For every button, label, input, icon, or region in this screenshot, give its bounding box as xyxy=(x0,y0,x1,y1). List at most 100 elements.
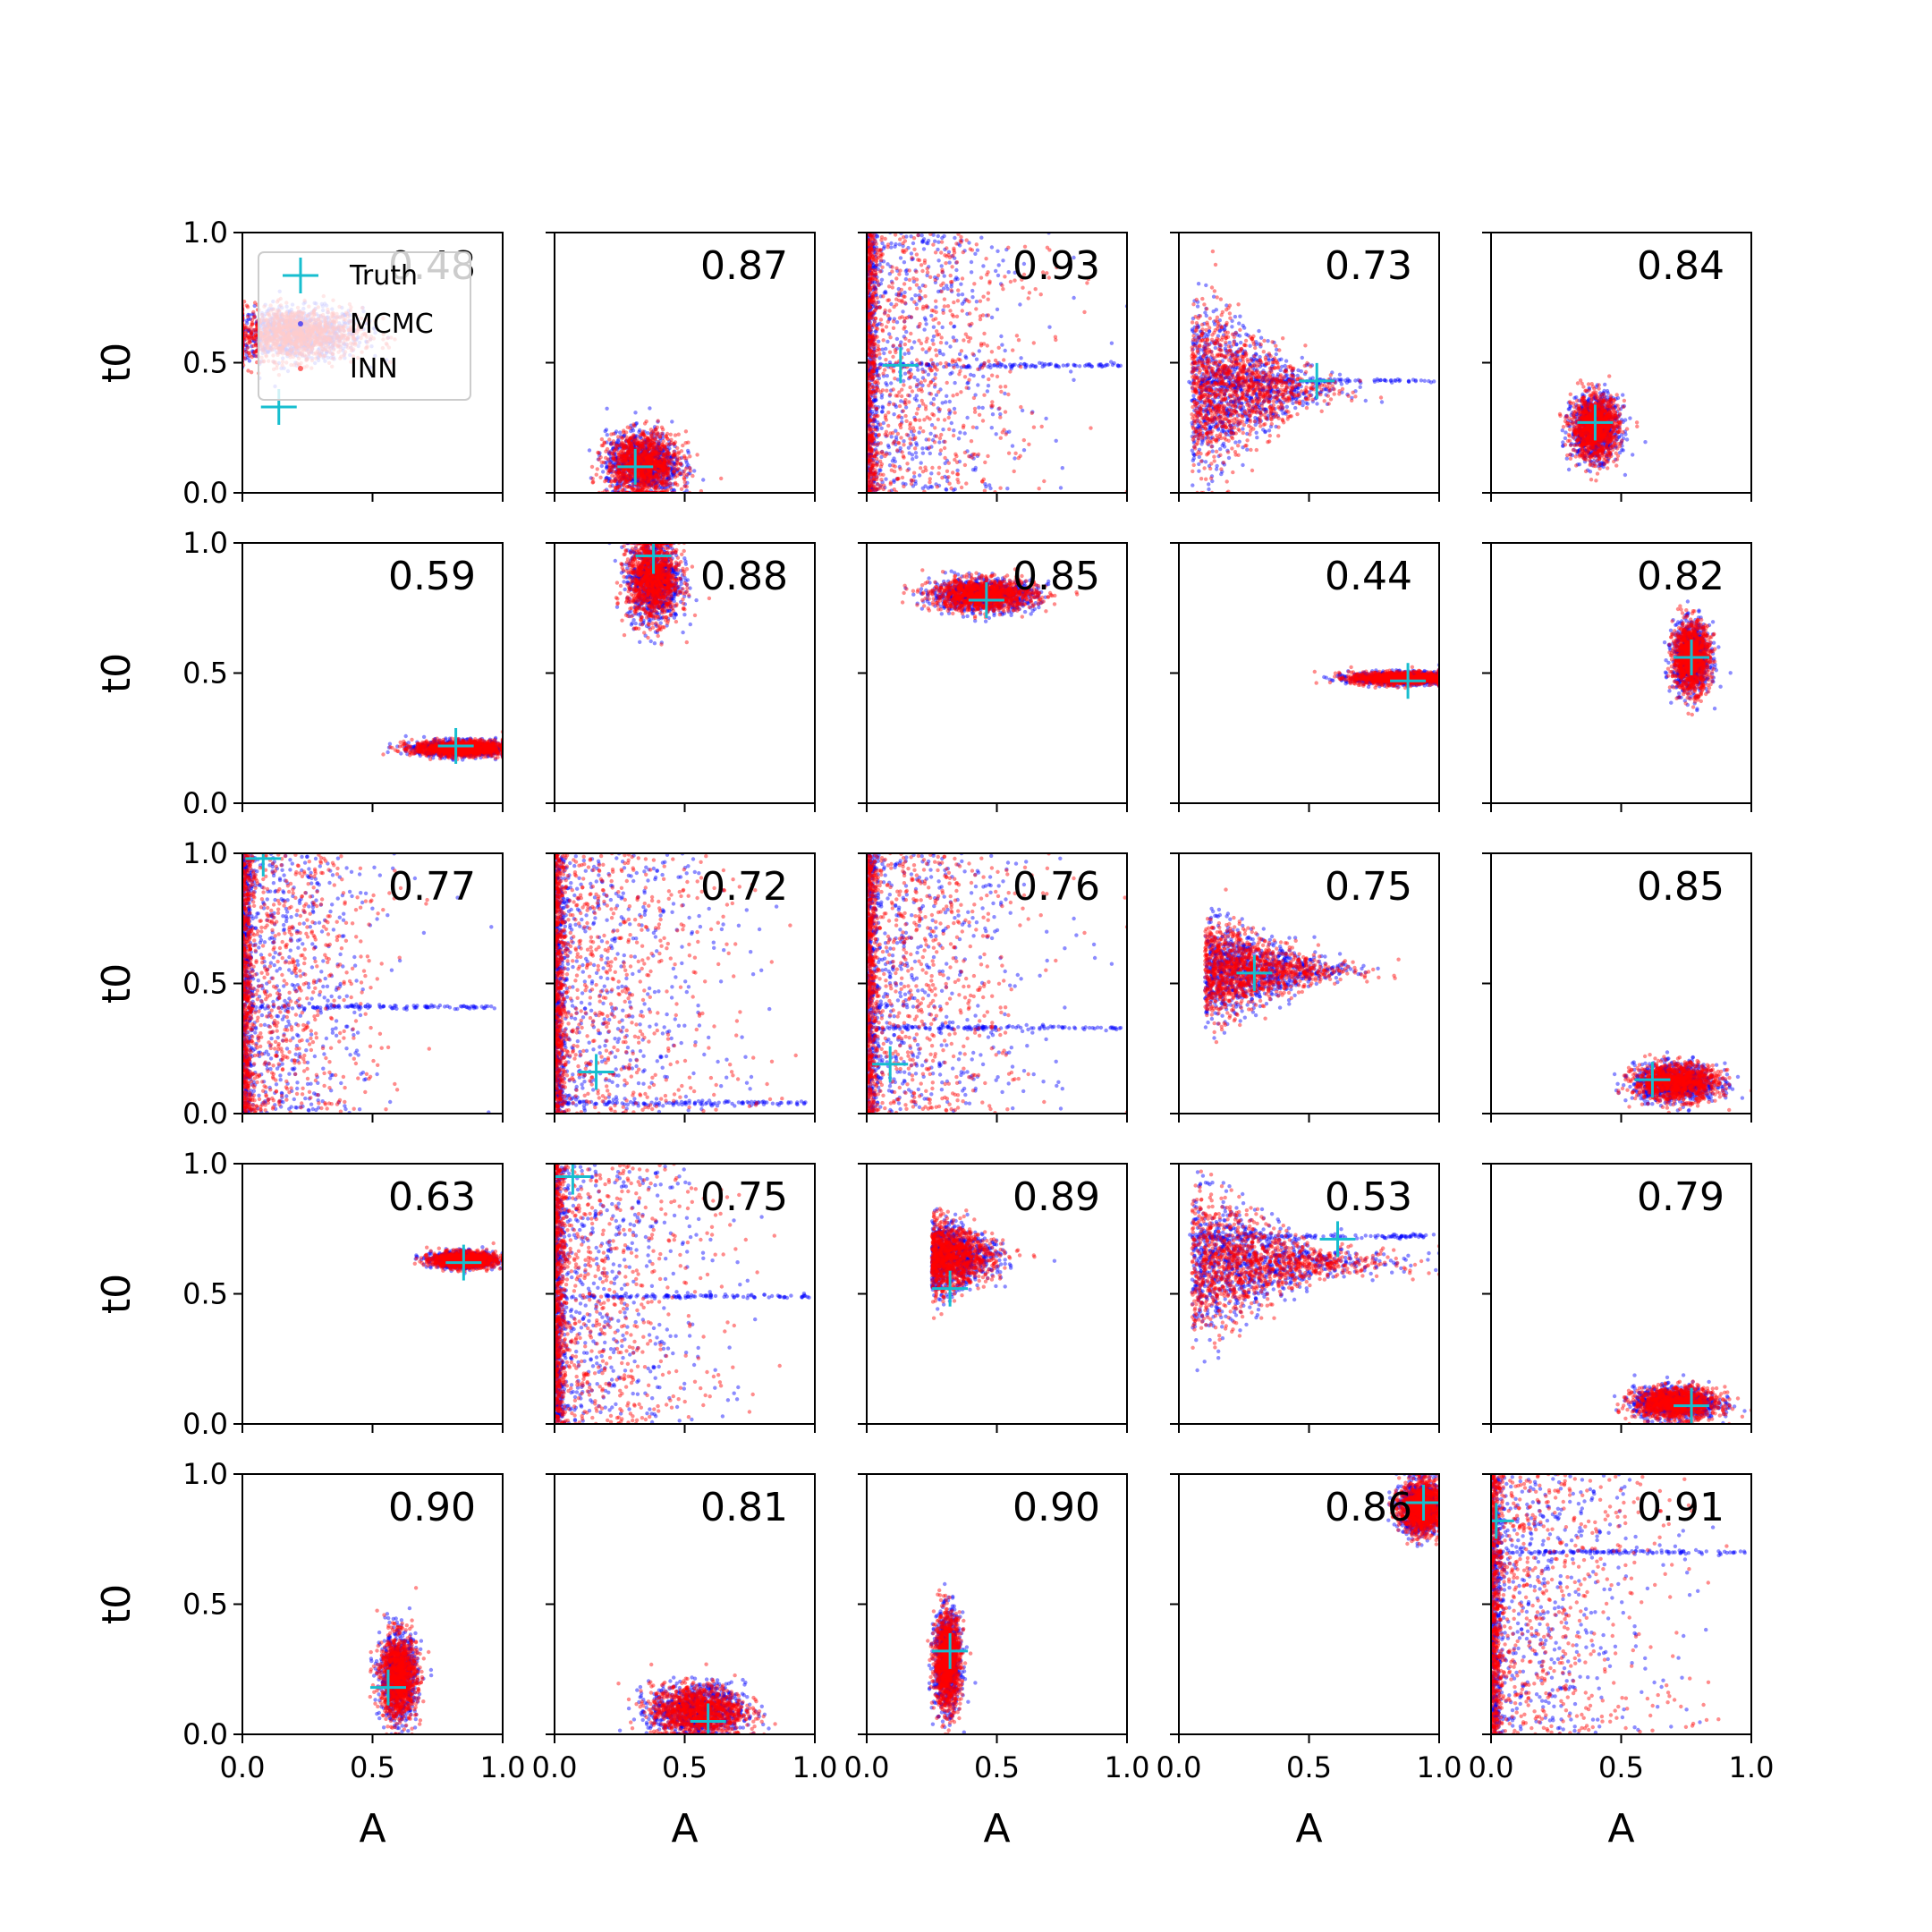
mcmc-point xyxy=(945,341,948,344)
mcmc-point xyxy=(961,292,964,296)
mcmc-point xyxy=(890,435,894,438)
mcmc-point xyxy=(995,432,998,436)
inn-point xyxy=(684,467,688,470)
mcmc-point xyxy=(914,451,918,454)
mcmc-point xyxy=(973,252,977,256)
mcmc-point xyxy=(916,378,919,382)
inn-point xyxy=(595,473,598,477)
mcmc-point xyxy=(930,423,934,427)
mcmc-point xyxy=(932,326,936,329)
mcmc-point xyxy=(605,428,608,431)
mcmc-point xyxy=(899,340,902,343)
inn-point xyxy=(248,353,251,357)
mcmc-point xyxy=(944,400,947,403)
mcmc-point xyxy=(927,373,930,377)
mcmc-point xyxy=(944,462,947,465)
inn-point xyxy=(691,474,694,478)
inn-point xyxy=(598,476,602,479)
mcmc-point xyxy=(933,240,936,243)
mcmc-point xyxy=(904,269,908,273)
inn-point xyxy=(647,438,650,442)
mcmc-point xyxy=(1061,466,1064,470)
mcmc-point xyxy=(913,397,917,401)
inn-point xyxy=(657,419,660,422)
mcmc-point xyxy=(686,449,690,453)
inn-point xyxy=(651,482,655,486)
mcmc-point xyxy=(990,245,994,249)
mcmc-point xyxy=(943,274,946,277)
inn-point xyxy=(681,444,684,447)
inn-point xyxy=(665,434,668,437)
inn-point xyxy=(675,446,679,450)
mcmc-point xyxy=(887,445,891,449)
inn-point xyxy=(616,435,620,438)
inn-point xyxy=(603,479,606,483)
inn-point xyxy=(618,480,622,484)
mcmc-point xyxy=(994,269,997,273)
inn-point xyxy=(683,480,687,484)
inn-point xyxy=(656,432,659,436)
mcmc-point xyxy=(911,242,915,245)
mcmc-point xyxy=(975,358,979,361)
inn-point xyxy=(621,488,624,492)
inn-point xyxy=(607,437,611,441)
inn-point xyxy=(673,470,676,473)
mcmc-point xyxy=(1055,439,1058,443)
inn-point xyxy=(682,476,686,479)
inn-point xyxy=(640,487,644,491)
mcmc-point xyxy=(889,302,893,306)
mcmc-point xyxy=(976,249,979,252)
inn-point xyxy=(627,441,631,445)
inn-point xyxy=(655,472,658,476)
mcmc-point xyxy=(895,320,899,324)
inn-point xyxy=(686,441,690,445)
mcmc-point xyxy=(990,426,994,429)
inn-point xyxy=(248,328,251,332)
inn-point xyxy=(652,445,656,449)
mcmc-point xyxy=(1011,444,1014,447)
mcmc-point xyxy=(953,487,957,491)
mcmc-point xyxy=(979,236,983,240)
mcmc-point xyxy=(952,428,955,432)
mcmc-point xyxy=(970,260,973,264)
mcmc-point xyxy=(1005,487,1009,490)
mcmc-point xyxy=(959,283,962,286)
inn-point xyxy=(616,474,620,478)
legend-label: Truth xyxy=(349,260,418,292)
inn-point xyxy=(677,433,681,436)
inn-point xyxy=(637,474,640,478)
inn-point xyxy=(663,461,666,464)
mcmc-point xyxy=(898,242,902,246)
inn-point xyxy=(657,440,660,444)
inn-point xyxy=(252,316,256,319)
inn-point xyxy=(253,343,257,346)
mcmc-point xyxy=(892,412,895,416)
inn-point xyxy=(659,479,663,483)
inn-point xyxy=(695,453,699,456)
inn-point xyxy=(613,479,616,483)
mcmc-point xyxy=(922,327,926,331)
inn-point xyxy=(624,436,628,439)
mcmc-point xyxy=(600,464,604,468)
inn-point xyxy=(674,433,677,436)
mcmc-point xyxy=(987,384,990,387)
mcmc-point xyxy=(945,394,948,398)
mcmc-point xyxy=(945,487,948,491)
mcmc-point xyxy=(912,340,916,343)
mcmc-point xyxy=(952,325,955,328)
inn-point xyxy=(621,477,624,480)
inn-point xyxy=(610,452,614,455)
inn-point xyxy=(591,480,595,484)
mcmc-point xyxy=(953,407,956,411)
mcmc-point xyxy=(903,372,907,376)
inn-point xyxy=(590,465,594,469)
mcmc-point xyxy=(953,381,956,385)
mcmc-point xyxy=(913,293,917,297)
mcmc-point xyxy=(886,340,889,343)
panels-layer: 0.480.00.51.0t0TruthMCMCINN0.870.930.730… xyxy=(94,216,1774,1852)
mcmc-point xyxy=(984,485,987,488)
panel-1-2: 0.87 xyxy=(546,233,815,502)
mcmc-point xyxy=(981,375,985,378)
mcmc-point xyxy=(955,469,959,472)
